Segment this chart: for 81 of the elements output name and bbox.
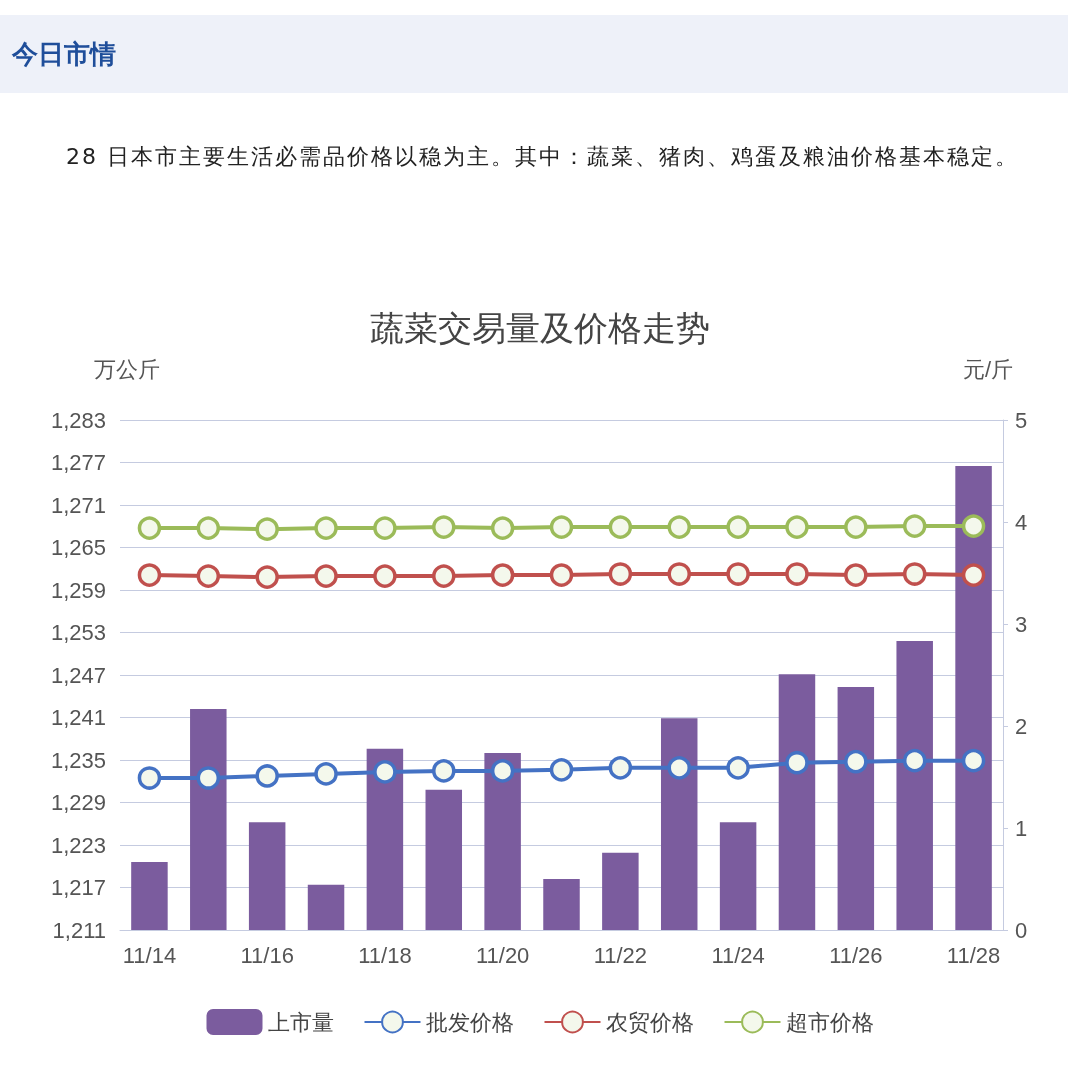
point (255, 565, 279, 589)
y-tick-label: 1,253 (50, 620, 106, 645)
point (844, 563, 868, 587)
point (432, 564, 456, 588)
x-tick-label: 11/28 (946, 942, 1001, 968)
y-tick-label: 1,277 (50, 450, 106, 475)
y-tick-label: 1,217 (50, 875, 106, 900)
point (490, 563, 515, 587)
point (314, 516, 338, 540)
point (549, 515, 574, 539)
point (902, 748, 927, 773)
point (137, 516, 162, 540)
point (196, 564, 221, 588)
point (549, 758, 574, 782)
point (608, 756, 633, 780)
point (667, 756, 691, 780)
point (844, 749, 868, 774)
point (314, 564, 338, 588)
legend-label: 上市量 (267, 1009, 334, 1035)
x-tick-label: 11/22 (593, 942, 648, 968)
y-tick-label: 1,283 (50, 407, 106, 433)
x-tick-label: 11/16 (240, 942, 294, 968)
point (902, 562, 927, 586)
legend-label: 农贸价格 (605, 1009, 694, 1035)
y2-tick-label: 0 (1015, 917, 1028, 943)
point (549, 563, 574, 587)
legend-label: 批发价格 (425, 1009, 514, 1035)
y-tick-label: 1,271 (50, 492, 106, 518)
y2-tick-label: 3 (1015, 611, 1028, 637)
point (196, 766, 221, 790)
y-tick-label: 1,229 (50, 790, 106, 815)
legend-label: 超市价格 (785, 1009, 874, 1035)
point (432, 515, 456, 539)
point (785, 515, 809, 539)
point (373, 564, 397, 588)
point (255, 517, 279, 541)
y-axis-title: 万公斤 (94, 356, 160, 382)
x-tick-label: 11/26 (829, 942, 883, 968)
y2-tick-label: 4 (1015, 509, 1028, 535)
point (255, 764, 279, 788)
point (785, 562, 809, 586)
y2-tick-label: 2 (1015, 713, 1028, 739)
point (490, 516, 515, 540)
x-tick-label: 11/14 (122, 942, 177, 968)
y-tick-label: 1,223 (50, 832, 106, 858)
x-tick-label: 11/20 (475, 942, 530, 968)
point (490, 759, 515, 783)
point (137, 563, 162, 587)
y-tick-label: 1,241 (50, 705, 106, 730)
x-tick-label: 11/24 (711, 942, 765, 968)
point (432, 759, 456, 783)
point (726, 756, 750, 780)
point (373, 760, 397, 784)
point (373, 516, 397, 540)
point (667, 515, 691, 539)
y-tick-label: 1,235 (50, 747, 106, 773)
point (137, 766, 162, 790)
point (196, 516, 221, 540)
y-tick-label: 1,247 (50, 662, 106, 688)
chart-title: 蔬菜交易量及价格走势 (370, 309, 710, 347)
y2-tick-label: 5 (1015, 407, 1028, 433)
point (961, 563, 986, 587)
point (961, 514, 986, 538)
point (667, 562, 691, 586)
point (844, 515, 868, 539)
point (726, 562, 750, 586)
y-tick-label: 1,259 (50, 577, 106, 603)
y2-tick-label: 1 (1015, 815, 1028, 841)
y-tick-label: 1,211 (52, 917, 106, 943)
text: 28 日本市主要生活必需品价格以稳为主。其中：蔬菜、猪肉、鸡蛋及粮油价格基本稳定。 (65, 143, 1020, 171)
point (608, 515, 633, 539)
text: 今日市情 (0, 15, 1068, 93)
y-tick-label: 1,265 (50, 535, 106, 560)
point (902, 514, 927, 538)
point (785, 750, 809, 775)
point (608, 562, 633, 586)
x-tick-label: 11/18 (358, 942, 412, 968)
point (961, 748, 986, 773)
y2-axis-title: 元/斤 (963, 356, 1014, 382)
point (314, 762, 338, 786)
point (726, 515, 750, 539)
